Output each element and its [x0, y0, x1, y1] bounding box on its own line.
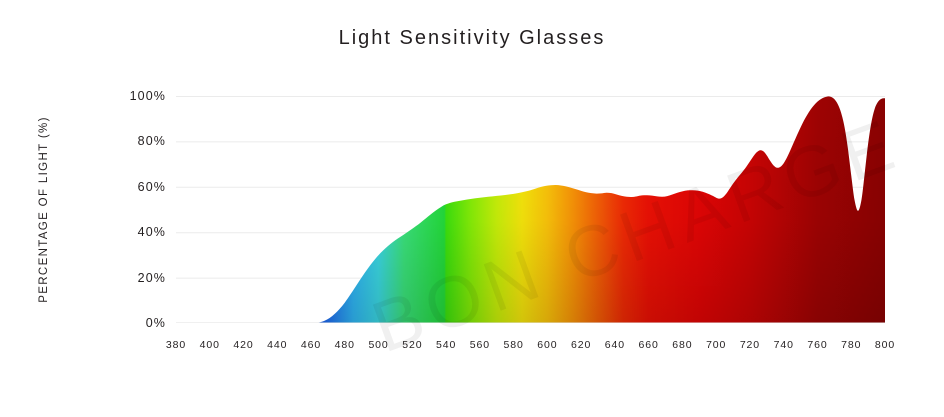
- y-tick-label: 100%: [129, 89, 166, 103]
- x-tick-label: 600: [537, 339, 558, 351]
- x-axis-tick-labels: 380 400 420 440 460 480 500 520 540 560 580 600 620 6…: [166, 339, 894, 355]
- x-tick-label: 780: [841, 339, 862, 351]
- x-tick-label: 420: [233, 339, 254, 351]
- x-tick-label: 680: [672, 339, 693, 351]
- x-tick-label: 560: [469, 339, 490, 351]
- y-axis-tick-labels: 100% 80% 60% 40% 20% 0%: [98, 89, 166, 330]
- y-tick-label: 0%: [145, 316, 166, 330]
- y-axis-title: PERCENTAGE OF LIGHT (%): [38, 116, 50, 303]
- x-tick-label: 700: [706, 339, 727, 351]
- x-tick-label: 540: [435, 339, 457, 351]
- x-tick-label: 380: [165, 339, 187, 351]
- x-tick-label: 800: [874, 339, 896, 351]
- y-tick-label: 60%: [137, 179, 166, 194]
- y-tick-label: 40%: [137, 225, 166, 240]
- x-tick-label: 620: [571, 339, 592, 351]
- spectrum-area-plot: [176, 96, 885, 323]
- y-tick-label: 80%: [137, 134, 166, 149]
- x-tick-label: 520: [402, 339, 423, 351]
- x-tick-label: 660: [638, 339, 659, 351]
- x-tick-label: 480: [334, 339, 355, 351]
- x-tick-label: 440: [267, 339, 288, 351]
- x-tick-label: 740: [773, 339, 794, 351]
- chart-title: Light Sensitivity Glasses: [338, 27, 606, 49]
- plot-area: BON CHARGE: [176, 96, 910, 368]
- x-tick-label: 640: [604, 339, 626, 351]
- x-tick-label: 500: [368, 339, 389, 351]
- y-tick-label: 20%: [137, 270, 166, 285]
- x-tick-label: 400: [199, 339, 220, 351]
- x-tick-label: 460: [300, 339, 322, 351]
- x-tick-label: 720: [739, 339, 761, 351]
- x-tick-label: 580: [503, 339, 524, 351]
- spectrum-fill: [176, 96, 885, 323]
- x-tick-label: 760: [807, 339, 828, 351]
